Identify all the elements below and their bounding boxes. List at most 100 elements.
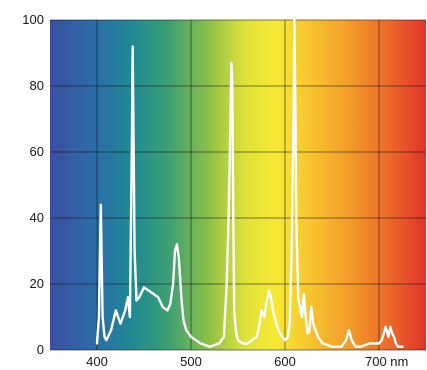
data-point	[381, 339, 383, 341]
data-point	[354, 346, 357, 348]
data-point	[295, 217, 297, 219]
data-point	[331, 346, 333, 348]
data-point	[281, 336, 283, 338]
data-point	[178, 257, 180, 259]
data-point	[317, 336, 319, 338]
data-point	[162, 306, 164, 308]
data-point	[378, 342, 380, 344]
data-point	[263, 316, 265, 318]
data-point	[265, 303, 267, 305]
data-point	[229, 118, 232, 120]
data-point	[105, 339, 107, 341]
data-point	[127, 296, 129, 298]
data-point	[387, 336, 389, 338]
y-tick-label: 60	[30, 144, 44, 159]
data-point	[100, 204, 102, 206]
data-point	[312, 323, 314, 325]
data-point	[157, 296, 159, 298]
data-point	[292, 118, 295, 120]
data-point	[232, 217, 234, 219]
data-point	[401, 346, 404, 348]
data-points	[96, 19, 404, 348]
data-point	[305, 316, 307, 318]
data-point	[391, 332, 393, 335]
data-point	[124, 309, 126, 311]
x-tick-label: 600	[274, 354, 296, 369]
data-point	[98, 316, 100, 318]
data-point	[310, 306, 312, 308]
data-point	[96, 342, 98, 344]
data-point	[293, 19, 295, 21]
data-point	[359, 346, 361, 348]
x-tick-label: 500	[180, 354, 202, 369]
data-point	[172, 283, 174, 285]
data-point	[340, 346, 342, 348]
data-point	[135, 299, 138, 302]
data-point	[272, 309, 274, 311]
data-point	[284, 339, 286, 341]
data-point	[393, 336, 395, 338]
data-point	[134, 250, 136, 252]
data-point	[226, 283, 228, 285]
y-tick-label: 100	[22, 12, 44, 27]
y-tick-label: 40	[30, 210, 44, 225]
data-point	[251, 339, 253, 341]
data-point	[242, 342, 244, 344]
data-point	[395, 342, 397, 344]
spectrum-series-line	[95, 18, 404, 348]
data-point	[294, 101, 296, 104]
series-layer	[95, 18, 404, 348]
data-point	[348, 329, 350, 331]
data-point	[181, 299, 183, 302]
data-point	[270, 296, 272, 298]
data-point	[115, 309, 117, 311]
data-point	[275, 319, 277, 321]
data-point	[143, 286, 145, 288]
data-point	[389, 326, 391, 328]
data-point	[176, 243, 178, 245]
data-point	[110, 329, 112, 331]
data-point	[129, 316, 131, 318]
data-point	[199, 342, 201, 344]
data-point	[345, 339, 347, 341]
data-point	[256, 336, 258, 338]
data-point	[237, 339, 239, 341]
y-tick-label: 0	[37, 342, 44, 357]
grid-lines	[50, 19, 426, 351]
data-point	[235, 332, 237, 335]
data-point	[299, 306, 301, 308]
data-point	[259, 323, 261, 325]
data-point	[169, 303, 171, 305]
data-point	[385, 326, 387, 328]
data-point	[166, 309, 169, 311]
data-point	[351, 339, 353, 341]
data-point	[119, 323, 122, 325]
data-point	[223, 336, 225, 338]
data-point	[132, 45, 134, 48]
data-point	[230, 62, 232, 64]
data-point	[268, 290, 270, 292]
data-point	[287, 336, 289, 338]
data-point	[148, 290, 150, 292]
data-point	[291, 250, 293, 252]
data-point	[233, 309, 235, 311]
data-point	[131, 151, 133, 153]
tick-labels: 0 20 40 60 80 100 400 500 600 700 nm	[22, 12, 408, 369]
data-point	[190, 336, 192, 338]
data-point	[308, 329, 310, 331]
data-point	[102, 316, 104, 318]
x-tick-label: 400	[86, 354, 108, 369]
data-point	[322, 342, 324, 344]
data-point	[307, 332, 309, 335]
data-point	[138, 296, 140, 298]
data-point	[174, 250, 176, 252]
data-point	[277, 329, 279, 331]
data-point	[289, 323, 291, 325]
y-tick-label: 20	[30, 276, 44, 291]
data-point	[260, 309, 263, 311]
spectrum-background	[50, 20, 426, 350]
data-point	[246, 342, 248, 344]
data-point	[231, 85, 233, 87]
data-point	[182, 319, 185, 321]
